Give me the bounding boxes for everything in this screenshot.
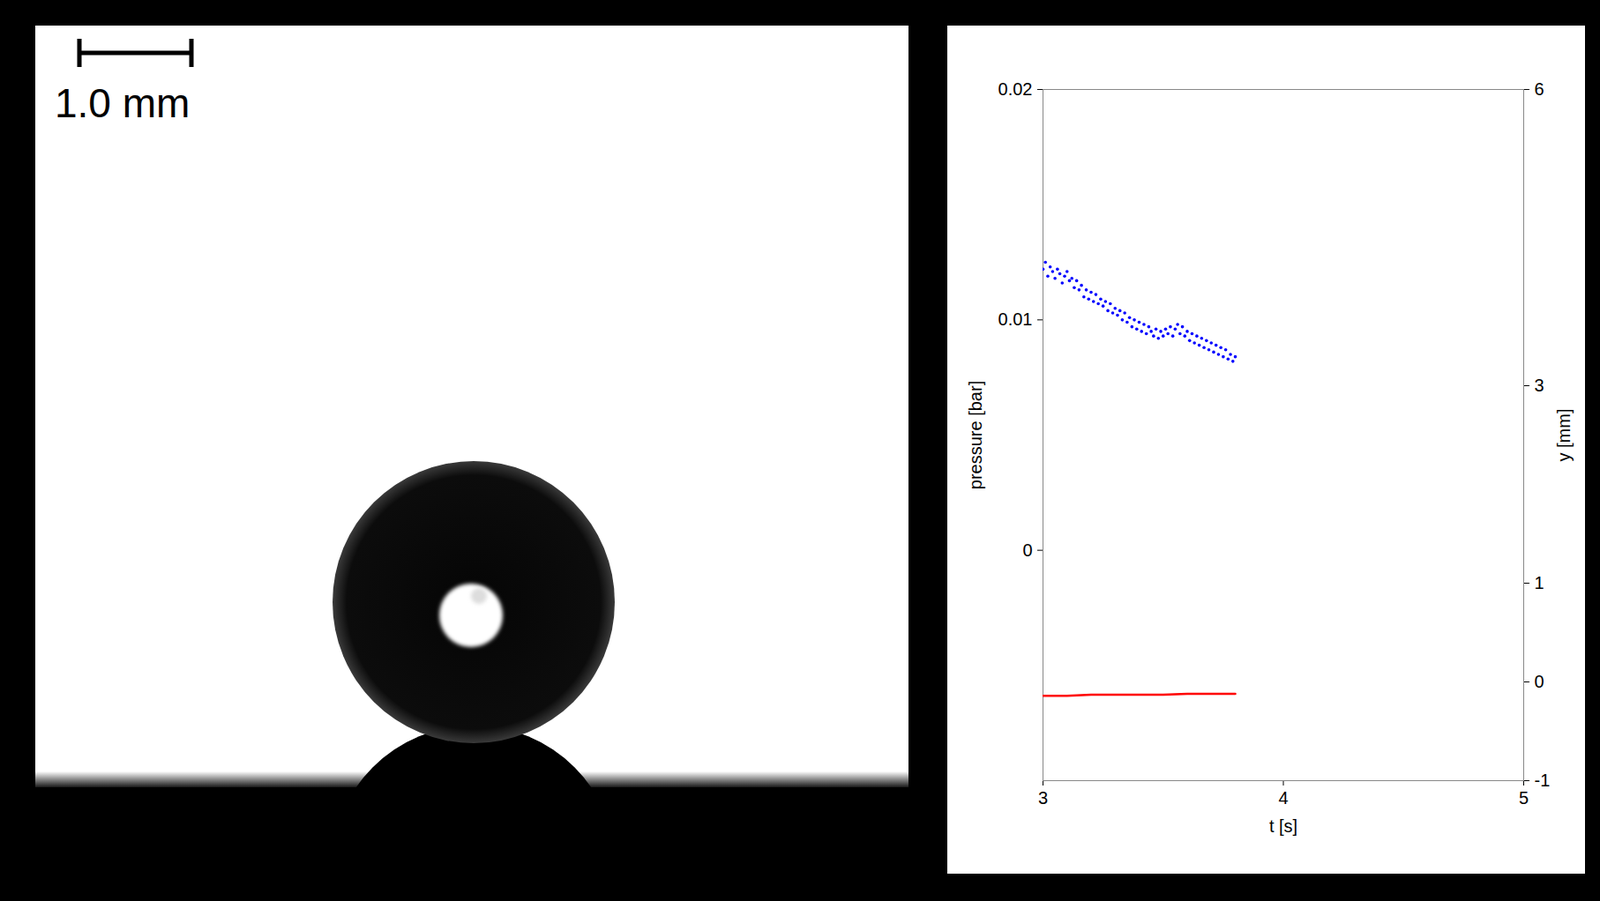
svg-text:1.0 mm: 1.0 mm (54, 80, 190, 127)
svg-text:y [mm]: y [mm] (1554, 409, 1574, 463)
svg-text:6: 6 (1534, 79, 1545, 99)
svg-text:3: 3 (1534, 375, 1545, 396)
svg-text:t [s]: t [s] (1269, 816, 1298, 837)
svg-text:3: 3 (1038, 788, 1048, 808)
svg-text:pressure [bar]: pressure [bar] (965, 381, 986, 490)
svg-text:0: 0 (1534, 672, 1545, 692)
svg-text:0: 0 (1022, 540, 1032, 561)
svg-text:0.01: 0.01 (998, 309, 1033, 329)
svg-text:5: 5 (1518, 788, 1529, 808)
svg-text:1: 1 (1534, 573, 1545, 593)
svg-text:-1: -1 (1534, 770, 1551, 791)
svg-text:0.02: 0.02 (998, 79, 1033, 99)
svg-text:4: 4 (1278, 788, 1288, 808)
